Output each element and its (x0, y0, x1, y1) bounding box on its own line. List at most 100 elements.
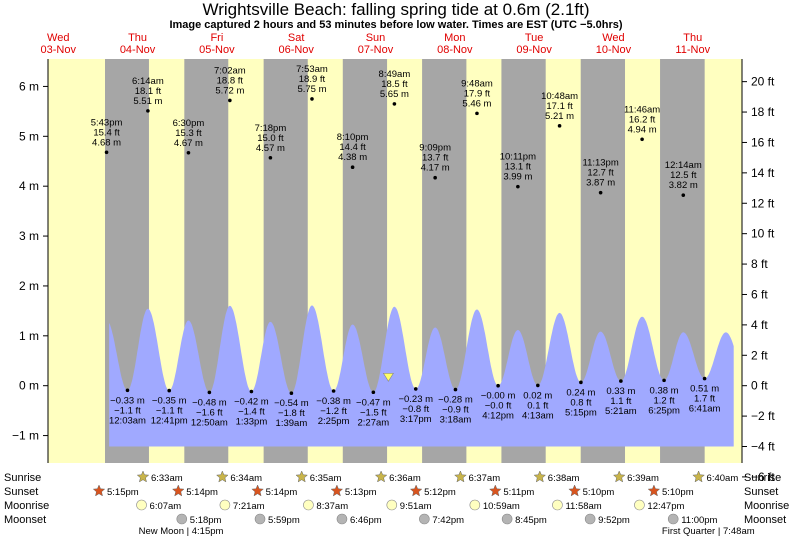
y-tick-label-right: −2 ft (751, 409, 775, 423)
high-tide-time: 8:49am (379, 69, 411, 80)
y-tick-label-left: 1 m (19, 329, 39, 343)
day-name-label: Tue (525, 32, 544, 44)
low-tide-point (662, 378, 666, 383)
y-tick-label-left: 4 m (19, 179, 39, 193)
low-tide-feet: 1.1 ft (610, 396, 631, 407)
high-tide-time: 10:11pm (500, 152, 536, 163)
y-tick-label-right: 18 ft (751, 105, 775, 119)
sunrise-icon (692, 470, 705, 483)
low-tide-meters: 0.02 m (523, 390, 552, 401)
sunrise-icon (533, 470, 547, 483)
low-tide-feet: −0.9 ft (442, 405, 469, 416)
high-tide-meters: 5.21 m (545, 111, 574, 122)
moonset-row-label-left: Moonset (4, 514, 46, 526)
moonrise-icon (552, 499, 563, 511)
sunset-icon (409, 484, 423, 497)
low-tide-time: 3:17pm (400, 414, 432, 425)
moonrise-time: 7:21am (233, 501, 265, 512)
high-tide-point (598, 190, 603, 195)
low-tide-time: 5:21am (605, 406, 637, 417)
moonrise-icon (386, 499, 398, 511)
sunset-icon (330, 484, 344, 497)
low-tide-point (207, 390, 212, 395)
high-tide-meters: 4.17 m (421, 163, 450, 174)
moonset-time: 7:42pm (432, 515, 464, 526)
low-tide-feet: −1.4 ft (238, 407, 265, 418)
high-tide-feet: 12.7 ft (587, 168, 614, 179)
moonrise-row-label-right: Moonrise (744, 500, 789, 512)
high-tide-time: 6:30pm (173, 118, 205, 129)
moon-phase-label: First Quarter | 7:48am (662, 526, 755, 537)
low-tide-point (167, 388, 172, 393)
low-tide-point (496, 383, 500, 388)
high-tide-point (310, 97, 314, 101)
current-level-marker (382, 373, 394, 382)
moonset-time: 5:18pm (190, 515, 222, 526)
low-tide-meters: −0.00 m (481, 391, 516, 402)
sunset-row-label-right: Sunset (744, 486, 778, 498)
chart-subtitle: Image captured 2 hours and 53 minutes be… (169, 19, 622, 31)
low-tide-time: 12:41pm (151, 416, 188, 427)
high-tide-meters: 4.68 m (92, 137, 121, 148)
sunrise-row-label-left: Sunrise (4, 472, 41, 484)
low-tide-feet: 1.2 ft (654, 395, 675, 406)
low-tide-point (536, 383, 540, 388)
sunrise-icon (215, 470, 229, 483)
sunrise-row-label-right: Sunrise (744, 472, 781, 484)
astronomy-rows: Sunrise Sunrise 6:33am 6:34am 6:35am 6:36am 6:… (4, 470, 789, 537)
low-tide-point (331, 389, 336, 393)
moonrise-icon (303, 499, 314, 511)
low-tide-feet: −1.5 ft (360, 407, 387, 418)
y-tick-label-right: 2 ft (751, 348, 768, 362)
moonset-icon (176, 513, 188, 525)
sunrise-icon (374, 470, 388, 483)
low-tide-time: 2:25pm (318, 416, 350, 427)
day-date-label: 07-Nov (358, 44, 394, 56)
high-tide-point (186, 150, 191, 155)
sunrise-icon (295, 470, 309, 483)
sunrise-icon (454, 470, 467, 483)
high-tide-feet: 18.1 ft (135, 86, 162, 97)
low-tide-time: 1:39am (276, 418, 308, 429)
sunrise-time: 6:36am (389, 473, 421, 484)
low-tide-feet: 1.7 ft (694, 394, 715, 405)
high-tide-time: 10:48am (541, 91, 578, 102)
high-tide-meters: 4.38 m (338, 152, 367, 163)
day-date-label: 09-Nov (516, 44, 552, 56)
y-tick-label-left: 2 m (19, 279, 39, 293)
moonset-time: 5:59pm (268, 515, 300, 526)
high-tide-time: 11:46am (624, 104, 660, 115)
y-tick-label-right: 6 ft (751, 287, 768, 301)
low-tide-meters: −0.48 m (192, 397, 227, 408)
day-name-label: Thu (683, 32, 702, 44)
sunrise-time: 6:40am (707, 473, 739, 484)
sunset-time: 5:15pm (107, 487, 139, 498)
y-tick-label-right: 8 ft (751, 257, 768, 271)
sunrise-time: 6:35am (310, 473, 342, 484)
y-tick-label-right: 10 ft (751, 227, 775, 241)
high-tide-meters: 4.67 m (174, 138, 203, 149)
low-tide-feet: −1.8 ft (278, 408, 305, 419)
high-tide-point (475, 111, 479, 116)
low-tide-meters: −0.42 m (234, 397, 269, 408)
sunset-icon (171, 484, 185, 497)
low-tide-meters: −0.35 m (152, 396, 187, 407)
high-tide-feet: 17.9 ft (464, 88, 491, 99)
moonset-icon (584, 513, 596, 525)
low-tide-time: 12:03am (109, 415, 146, 426)
low-tide-point (289, 391, 294, 396)
y-tick-label-right: 12 ft (751, 196, 775, 210)
high-tide-feet: 14.4 ft (339, 142, 366, 153)
moonrise-icon (634, 499, 645, 511)
high-tide-point (350, 165, 355, 170)
moon-phase-label: New Moon | 4:15pm (139, 526, 224, 537)
sunset-time: 5:13pm (345, 487, 377, 498)
moonset-icon (501, 513, 513, 525)
high-tide-feet: 18.5 ft (381, 79, 408, 90)
y-tick-label-right: −4 ft (751, 440, 775, 454)
day-date-label: 10-Nov (596, 44, 632, 56)
day-date-label: 03-Nov (41, 44, 77, 56)
moonrise-icon (219, 499, 231, 511)
